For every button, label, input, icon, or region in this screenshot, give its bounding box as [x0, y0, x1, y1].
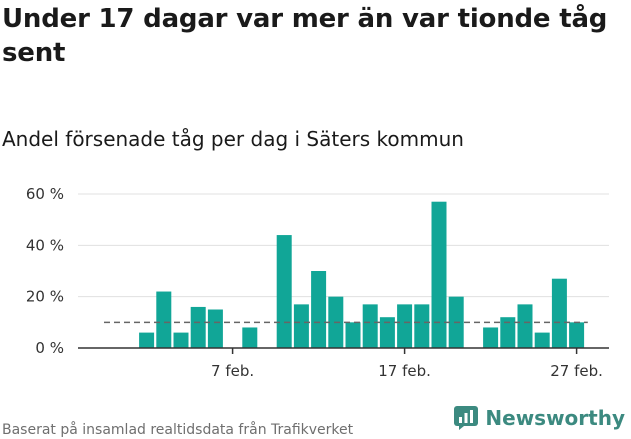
bar: [569, 322, 585, 348]
x-tick-label: 27 feb.: [550, 362, 603, 380]
bars: [139, 201, 585, 348]
chart-title: Under 17 dagar var mer än var tionde tåg…: [2, 4, 608, 68]
bar: [190, 306, 206, 348]
bar-chart: 0 % 20 % 40 % 60 % 7 feb. 17 feb. 27 feb.: [26, 185, 609, 380]
y-tick-label: 0 %: [35, 339, 64, 357]
bar: [414, 304, 430, 348]
bar: [551, 278, 567, 348]
y-tick-label: 40 %: [26, 236, 64, 254]
bar: [431, 201, 447, 348]
chart-subtitle: Andel försenade tåg per dag i Säters kom…: [2, 127, 464, 151]
newsworthy-logo-icon: [454, 406, 479, 430]
bar: [156, 291, 172, 348]
bar: [276, 235, 292, 348]
x-tick-label: 7 feb.: [211, 362, 254, 380]
brand-logo: Newsworthy: [453, 405, 625, 431]
bar: [311, 271, 327, 348]
bar: [534, 332, 550, 348]
bar: [379, 317, 395, 348]
bar: [483, 327, 499, 348]
grid-lines: [78, 193, 609, 298]
bar: [362, 304, 378, 348]
y-tick-label: 60 %: [26, 185, 64, 203]
x-tick-label: 17 feb.: [378, 362, 431, 380]
source-note: Baserat på insamlad realtidsdata från Tr…: [2, 422, 354, 438]
y-tick-label: 20 %: [26, 288, 64, 306]
bar: [139, 332, 155, 348]
x-axis-ticks: 7 feb. 17 feb. 27 feb.: [211, 348, 603, 380]
bar: [173, 332, 189, 348]
y-axis-ticks: 0 % 20 % 40 % 60 %: [26, 185, 64, 357]
bar: [293, 304, 309, 348]
bar: [345, 322, 361, 348]
bar: [242, 327, 258, 348]
bar: [500, 317, 516, 348]
bar: [397, 304, 413, 348]
bar: [207, 309, 223, 348]
bar: [517, 304, 533, 348]
brand-name: Newsworthy: [485, 406, 625, 430]
